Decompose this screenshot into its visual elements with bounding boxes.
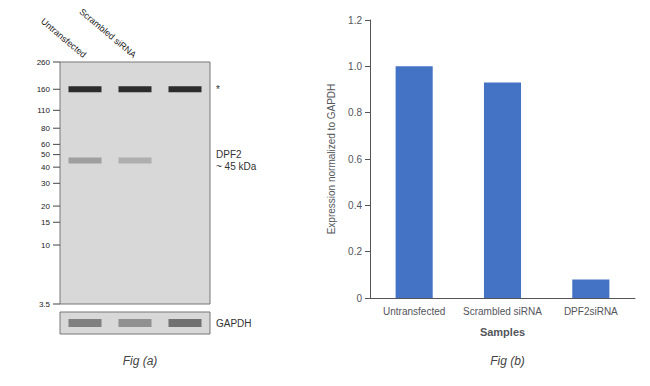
svg-text:80: 80 [41,124,50,133]
svg-text:0.2: 0.2 [348,246,362,257]
svg-text:0: 0 [356,293,362,304]
svg-text:Fig (b): Fig (b) [490,354,525,368]
svg-text:3.5: 3.5 [39,300,51,309]
svg-text:Scrambled siRNA: Scrambled siRNA [77,7,138,60]
svg-text:50: 50 [41,150,50,159]
svg-text:Samples: Samples [480,326,525,338]
svg-text:160: 160 [37,85,51,94]
svg-text:60: 60 [41,140,50,149]
svg-text:20: 20 [41,202,50,211]
svg-text:30: 30 [41,179,50,188]
svg-text:0.8: 0.8 [348,107,362,118]
svg-text:110: 110 [37,106,50,115]
svg-text:~ 45 kDa: ~ 45 kDa [216,161,257,172]
svg-text:15: 15 [41,218,50,227]
svg-text:Fig (a): Fig (a) [123,354,158,368]
svg-text:40: 40 [41,163,50,172]
svg-text:Expression normalized to GAPDH: Expression normalized to GAPDH [326,84,337,235]
svg-text:1.2: 1.2 [348,15,362,26]
svg-text:Untransfected: Untransfected [39,16,88,60]
svg-text:DPF2: DPF2 [216,149,242,160]
svg-text:GAPDH: GAPDH [216,318,252,329]
svg-text:*: * [216,84,220,95]
svg-text:260: 260 [37,58,51,67]
svg-text:0.4: 0.4 [348,200,362,211]
svg-text:0.6: 0.6 [348,154,362,165]
svg-text:10: 10 [41,241,50,250]
svg-text:1.0: 1.0 [348,61,362,72]
svg-text:DPF2siRNA: DPF2siRNA [564,306,618,317]
svg-text:Untransfected: Untransfected [383,306,445,317]
svg-text:Scrambled siRNA: Scrambled siRNA [463,306,542,317]
